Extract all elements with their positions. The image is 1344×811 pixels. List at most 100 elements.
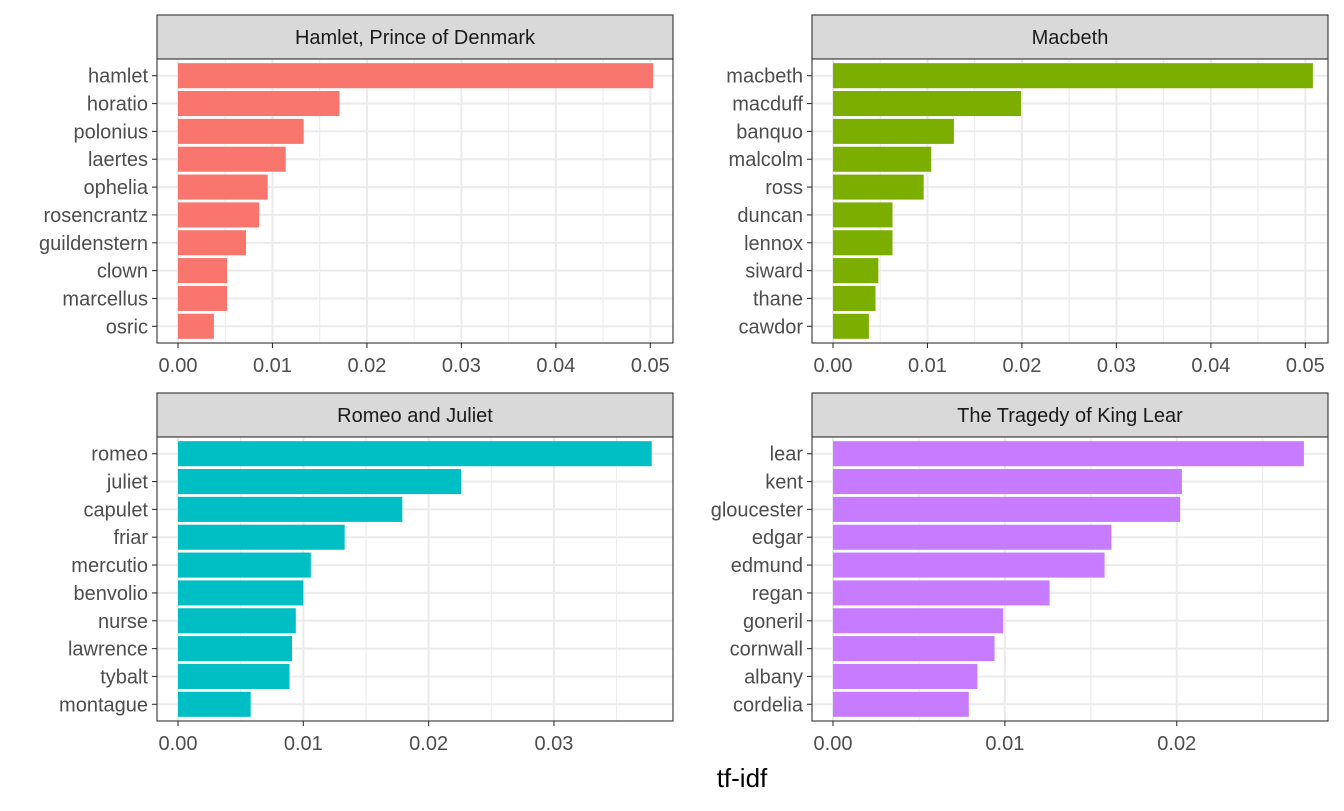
- bar: [178, 636, 293, 662]
- bar: [178, 118, 304, 144]
- panel-border: [156, 436, 674, 722]
- y-tick-label: polonius: [73, 121, 148, 143]
- bar: [833, 524, 1112, 550]
- y-tick-label: hamlet: [88, 66, 148, 88]
- bar: [178, 608, 296, 634]
- x-axis-title: tf-idf: [717, 763, 768, 793]
- facet-strip: [156, 392, 674, 438]
- bar: [833, 146, 932, 172]
- y-tick-label: clown: [97, 261, 148, 283]
- bar: [178, 258, 228, 284]
- bar: [833, 174, 924, 200]
- y-tick-label: marcellus: [62, 288, 148, 310]
- y-tick-label: macduff: [732, 94, 803, 116]
- facet-title: The Tragedy of King Lear: [957, 405, 1183, 427]
- y-tick-label: benvolio: [73, 583, 148, 605]
- y-tick-label: malcolm: [729, 149, 803, 171]
- bar: [178, 552, 311, 578]
- x-tick-label: 0.02: [347, 355, 386, 377]
- x-tick-label: 0.05: [1286, 355, 1325, 377]
- y-tick-label: gloucester: [711, 499, 804, 521]
- x-tick-label: 0.02: [1157, 733, 1196, 755]
- bar: [833, 230, 893, 256]
- y-tick-label: romeo: [91, 444, 148, 466]
- y-tick-label: osric: [106, 316, 148, 338]
- bar: [833, 91, 1021, 117]
- x-tick-label: 0.01: [908, 355, 947, 377]
- x-tick-label: 0.01: [284, 733, 323, 755]
- x-tick-label: 0.01: [985, 733, 1024, 755]
- bar: [178, 580, 304, 606]
- y-tick-label: friar: [114, 527, 149, 549]
- bar: [833, 636, 995, 662]
- bar: [833, 258, 879, 284]
- x-tick-label: 0.04: [1191, 355, 1230, 377]
- facet-title: Hamlet, Prince of Denmark: [295, 27, 536, 49]
- y-tick-label: cornwall: [730, 639, 803, 661]
- y-tick-label: rosencrantz: [44, 205, 149, 227]
- y-tick-label: cawdor: [739, 316, 804, 338]
- y-tick-label: regan: [752, 583, 803, 605]
- facet-strip: [811, 14, 1329, 60]
- bar: [178, 313, 214, 339]
- bar: [178, 230, 247, 256]
- y-tick-label: guildenstern: [39, 233, 148, 255]
- y-tick-label: edmund: [731, 555, 803, 577]
- bar: [833, 63, 1313, 89]
- bar: [178, 663, 290, 689]
- bar: [833, 118, 954, 144]
- y-tick-label: albany: [744, 666, 803, 688]
- y-tick-label: edgar: [752, 527, 803, 549]
- bar: [178, 691, 251, 717]
- x-tick-label: 0.05: [631, 355, 670, 377]
- facet-strip: [156, 14, 674, 60]
- facet-strip: [811, 392, 1329, 438]
- bar: [833, 608, 1004, 634]
- bar: [178, 174, 268, 200]
- bar: [833, 552, 1105, 578]
- x-tick-label: 0.03: [442, 355, 481, 377]
- bar: [833, 202, 893, 228]
- panel-border: [156, 58, 674, 344]
- y-tick-label: tybalt: [100, 666, 148, 688]
- y-tick-label: goneril: [743, 611, 803, 633]
- bar: [833, 285, 876, 311]
- bar: [178, 285, 228, 311]
- y-tick-label: kent: [765, 472, 803, 494]
- y-tick-label: duncan: [737, 205, 803, 227]
- facet-title: Romeo and Juliet: [337, 405, 493, 427]
- bar: [178, 496, 403, 522]
- y-tick-label: macbeth: [726, 66, 803, 88]
- bar: [833, 496, 1181, 522]
- bar: [833, 691, 969, 717]
- y-tick-label: banquo: [736, 121, 803, 143]
- x-tick-label: 0.04: [536, 355, 575, 377]
- bar: [833, 441, 1304, 467]
- x-tick-label: 0.03: [534, 733, 573, 755]
- y-tick-label: lear: [770, 444, 804, 466]
- facet-title: Macbeth: [1032, 27, 1109, 49]
- panel-border: [811, 58, 1329, 344]
- y-tick-label: montague: [59, 694, 148, 716]
- y-tick-label: capulet: [84, 499, 149, 521]
- y-tick-label: juliet: [106, 472, 149, 494]
- bar: [178, 441, 652, 467]
- bar: [178, 63, 654, 89]
- x-tick-label: 0.00: [159, 733, 198, 755]
- bar: [833, 663, 978, 689]
- y-tick-label: lawrence: [68, 639, 148, 661]
- y-tick-label: laertes: [88, 149, 148, 171]
- y-tick-label: nurse: [98, 611, 148, 633]
- bar: [178, 91, 340, 117]
- y-tick-label: horatio: [87, 94, 148, 116]
- y-tick-label: lennox: [744, 233, 803, 255]
- bar: [178, 524, 345, 550]
- panel-border: [811, 436, 1329, 722]
- x-tick-label: 0.00: [159, 355, 198, 377]
- bar: [178, 202, 260, 228]
- y-tick-label: ophelia: [83, 177, 148, 199]
- y-tick-label: ross: [765, 177, 803, 199]
- x-tick-label: 0.02: [1002, 355, 1041, 377]
